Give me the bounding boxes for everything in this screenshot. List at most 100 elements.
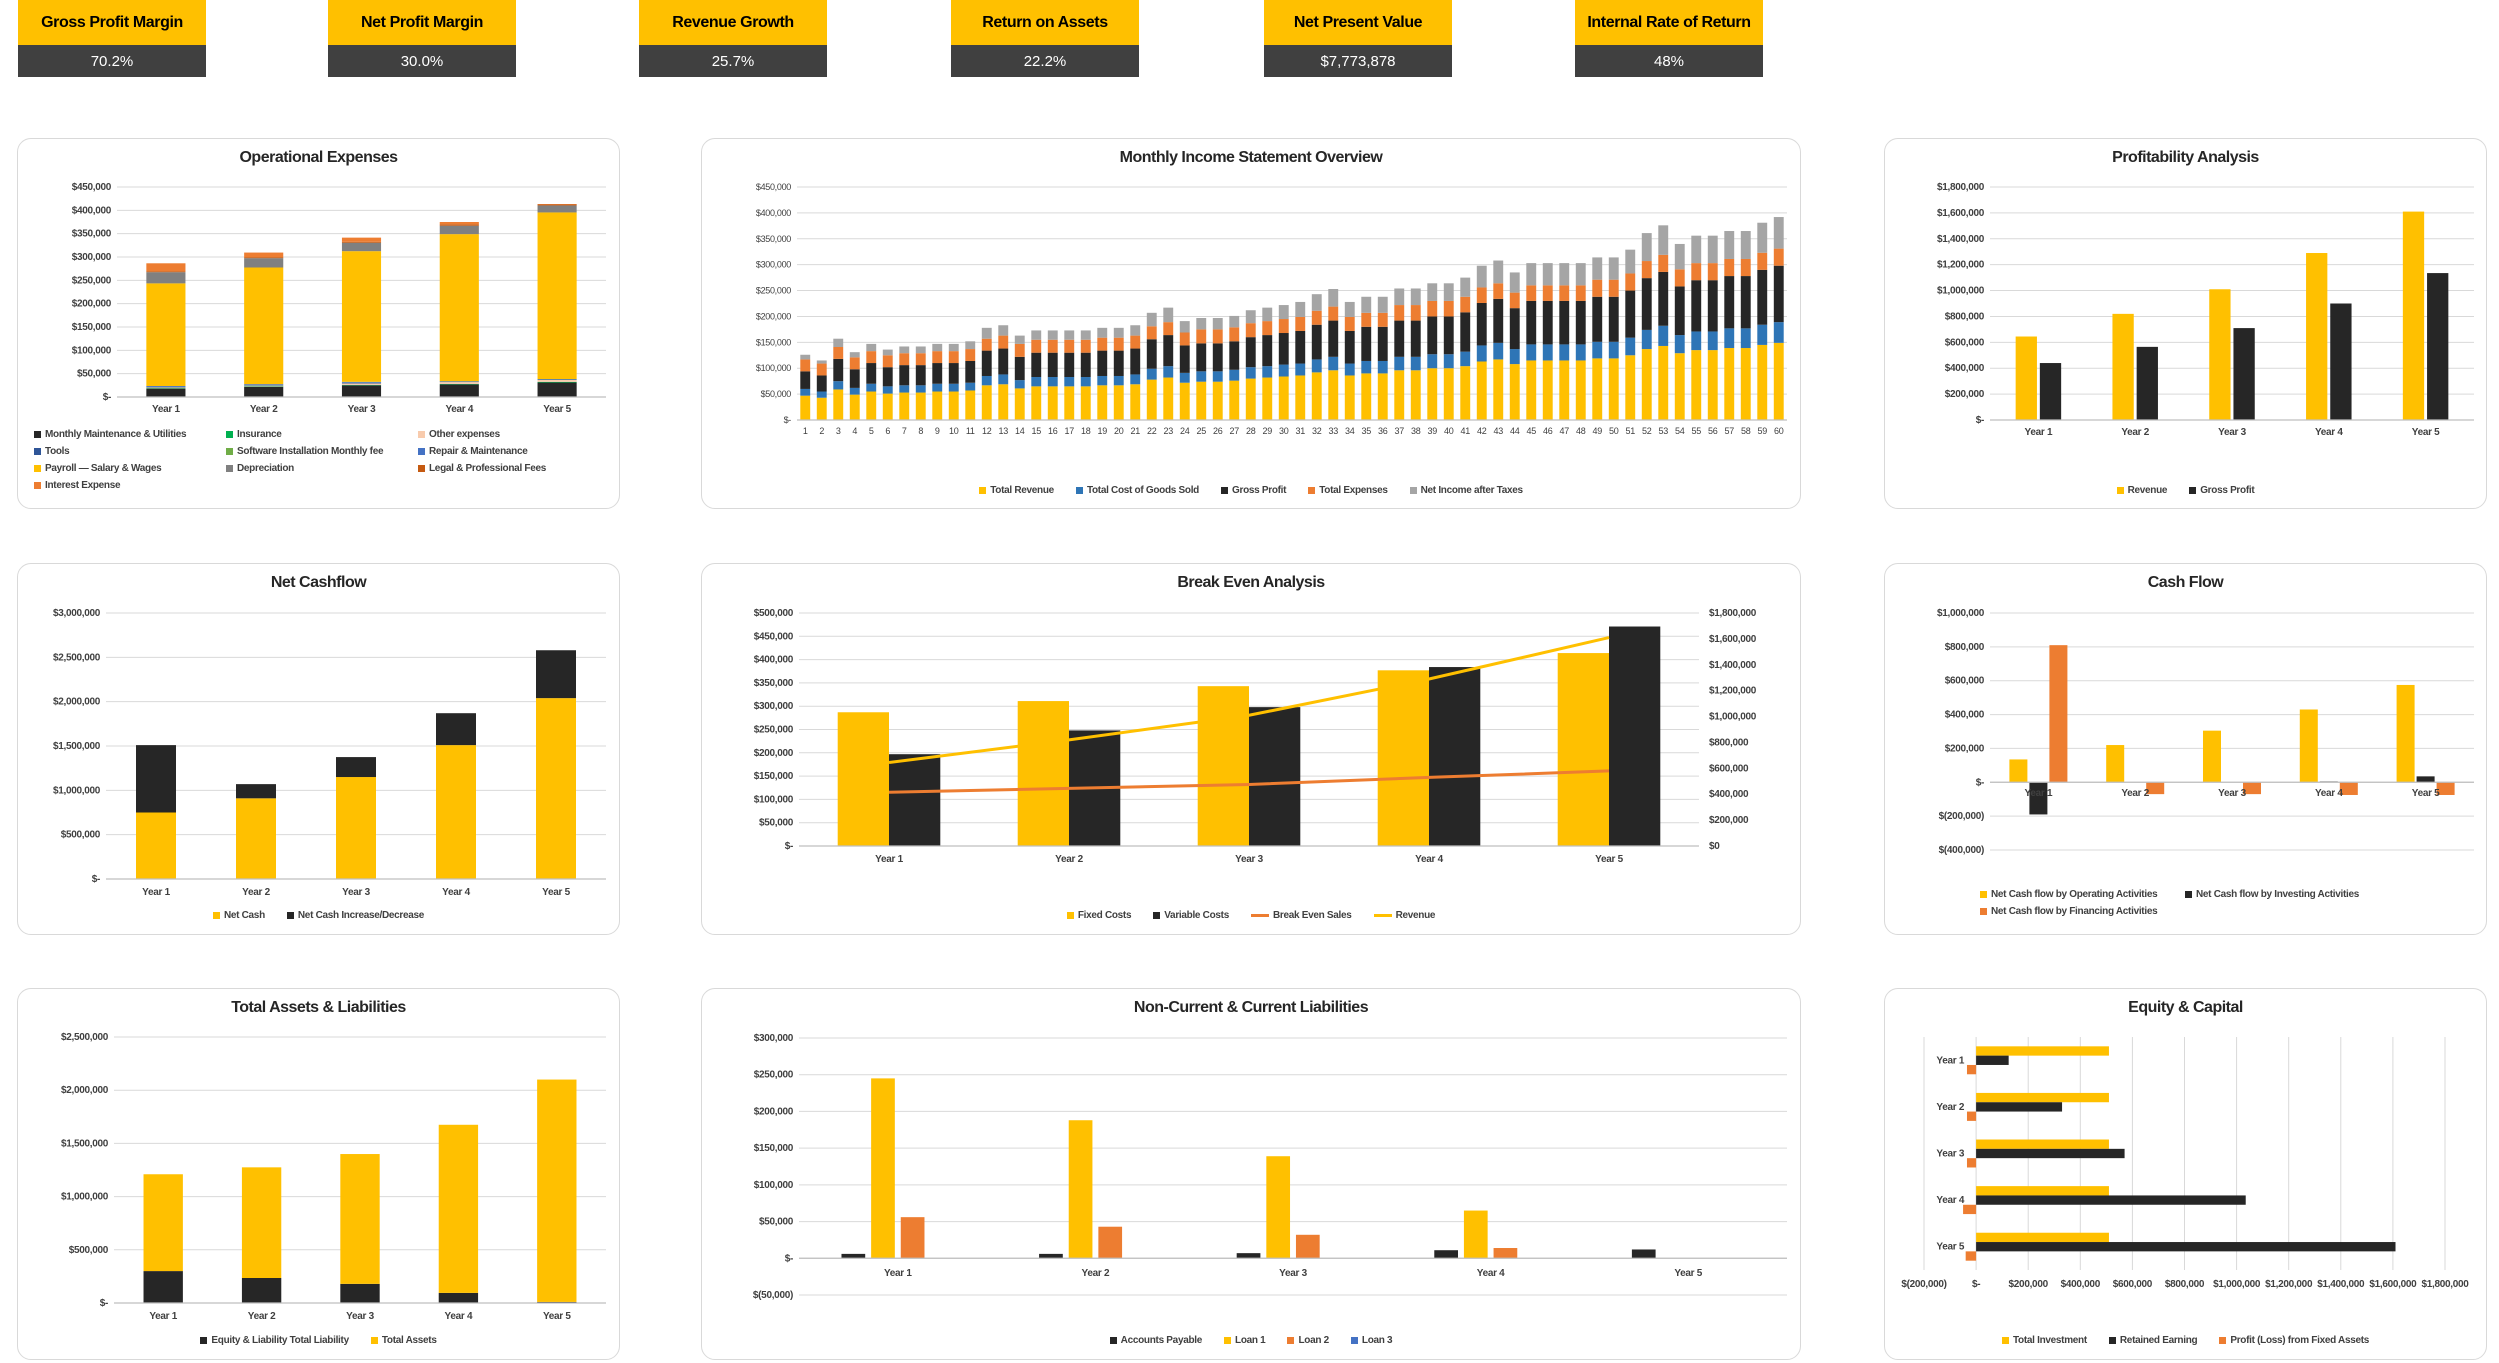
legend-swatch-icon: [34, 482, 41, 489]
legend-item[interactable]: Total Revenue: [979, 485, 1054, 496]
bar: [1609, 626, 1661, 846]
bar: [1976, 1092, 2109, 1103]
legend-label: Software Installation Monthly fee: [237, 446, 384, 457]
bar-segment: [146, 386, 186, 387]
legend-item[interactable]: Software Installation Monthly fee: [226, 446, 418, 457]
legend-swatch-icon: [1287, 1337, 1295, 1344]
legend-item[interactable]: Depreciation: [226, 463, 418, 474]
y-tick-label: $150,000: [754, 771, 794, 782]
legend-item[interactable]: Gross Profit: [1221, 485, 1287, 496]
y-tick-label: $600,000: [1945, 676, 1985, 687]
legend-item[interactable]: Loan 3: [1350, 1335, 1393, 1346]
legend-item[interactable]: Tools: [34, 446, 226, 457]
legend-item[interactable]: Interest Expense: [34, 480, 226, 491]
bar: [1068, 1120, 1093, 1259]
legend-item[interactable]: Monthly Maintenance & Utilities: [34, 429, 226, 440]
bar-segment: [1724, 231, 1735, 259]
legend-item[interactable]: Variable Costs: [1153, 910, 1229, 921]
x-tick-label: 55: [1692, 426, 1702, 436]
x-tick-label: Year 3: [342, 887, 370, 898]
bar-segment: [244, 252, 284, 258]
x-tick-label: 32: [1312, 426, 1322, 436]
bar-segment: [341, 241, 382, 243]
bar-segment: [1080, 339, 1091, 353]
legend-label: Loan 3: [1361, 1335, 1393, 1346]
legend-item[interactable]: Net Cash: [212, 910, 265, 921]
legend-item[interactable]: Total Assets: [370, 1335, 437, 1346]
legend-item[interactable]: Revenue: [1373, 910, 1435, 921]
bar-segment: [1658, 254, 1669, 272]
bar-segment: [1509, 308, 1520, 350]
bar-segment: [1674, 243, 1685, 270]
bar: [1493, 1248, 1518, 1259]
legend-item[interactable]: Legal & Professional Fees: [418, 463, 608, 474]
legend-item[interactable]: Insurance: [226, 429, 418, 440]
chart-cash-flow[interactable]: Cash Flow $(400,000) $(200,000) $- $200,000…: [1884, 563, 2487, 935]
bar-segment: [998, 325, 1009, 336]
legend-item[interactable]: Total Cost of Goods Sold: [1075, 485, 1199, 496]
legend-item[interactable]: Revenue: [2116, 485, 2167, 496]
chart-legend: Total Investment Retained Earning Profit (…: [1885, 1335, 2486, 1346]
legend-item[interactable]: Net Cash flow by Operating Activities: [1980, 889, 2185, 900]
x-tick-label: Year 3: [1279, 1268, 1307, 1279]
x-tick-label: $1,800,000: [2421, 1279, 2469, 1290]
chart-monthly-income-statement[interactable]: Monthly Income Statement Overview $- $50,…: [701, 138, 1801, 509]
legend-item[interactable]: Gross Profit: [2189, 485, 2255, 496]
y-tick-label: $2,000,000: [61, 1085, 109, 1096]
chart-equity-capital[interactable]: Equity & Capital $(200,000) $- $200,000 $40…: [1884, 988, 2487, 1360]
bar-segment: [1262, 321, 1273, 336]
legend-item[interactable]: Accounts Payable: [1109, 1335, 1202, 1346]
legend-item[interactable]: Loan 2: [1287, 1335, 1329, 1346]
chart-liabilities[interactable]: Non-Current & Current Liabilities $(50,0…: [701, 988, 1801, 1360]
legend-item[interactable]: Repair & Maintenance: [418, 446, 608, 457]
legend-item[interactable]: Profit (Loss) from Fixed Assets: [2219, 1335, 2369, 1346]
y2-tick-label: $800,000: [1709, 737, 1749, 748]
legend-item[interactable]: Net Cash flow by Financing Activities: [1980, 906, 2185, 917]
bar-segment: [1559, 285, 1570, 301]
chart-legend: Net Cash Net Cash Increase/Decrease: [18, 910, 619, 921]
legend-item[interactable]: Net Income after Taxes: [1409, 485, 1523, 496]
legend-item[interactable]: Fixed Costs: [1066, 910, 1132, 921]
legend-item[interactable]: Equity & Liability Total Liability: [200, 1335, 349, 1346]
legend-item[interactable]: Total Expenses: [1308, 485, 1388, 496]
x-tick-label: Year 1: [149, 1311, 177, 1322]
chart-total-assets-liabilities[interactable]: Total Assets & Liabilities $- $500,000 $1,…: [17, 988, 620, 1360]
bar-segment: [932, 351, 943, 364]
x-tick-label: 8: [918, 426, 923, 436]
bar-segment: [981, 350, 992, 376]
y-tick-label: $600,000: [1945, 337, 1985, 348]
bar-segment: [1179, 321, 1190, 333]
y-tick-label: $(50,000): [753, 1290, 793, 1301]
bar-segment: [1196, 317, 1207, 330]
legend-item[interactable]: Net Cash Increase/Decrease: [286, 910, 424, 921]
bar-segment: [1427, 316, 1438, 355]
bar-segment: [1740, 348, 1751, 420]
y-tick-label: $100,000: [72, 345, 112, 356]
legend-item[interactable]: Break Even Sales: [1250, 910, 1352, 921]
legend-item[interactable]: Other expenses: [418, 429, 608, 440]
legend-item[interactable]: Loan 1: [1224, 1335, 1266, 1346]
legend-item[interactable]: Net Cash flow by Investing Activities: [2185, 889, 2385, 900]
x-tick-label: 57: [1725, 426, 1735, 436]
bar-segment: [866, 363, 877, 384]
chart-break-even-analysis[interactable]: Break Even Analysis $- $50,000 $100,000 $15…: [701, 563, 1801, 935]
bar-segment: [1047, 352, 1058, 378]
x-tick-label: $(200,000): [1901, 1279, 1946, 1290]
legend-item[interactable]: Retained Earning: [2108, 1335, 2198, 1346]
bar-segment: [1031, 339, 1042, 353]
chart-legend: Total Revenue Total Cost of Goods Sold Gro…: [702, 485, 1800, 496]
chart-net-cashflow[interactable]: Net Cashflow $- $500,000 $1,000,000 $1,500,…: [17, 563, 620, 935]
chart-operational-expenses[interactable]: Operational Expenses $- $50,000 $100,000 $1…: [17, 138, 620, 509]
x-tick-label: 51: [1626, 426, 1636, 436]
legend-label: Equity & Liability Total Liability: [211, 1335, 349, 1346]
x-tick-label: Year 3: [2218, 788, 2246, 799]
bar: [2427, 273, 2449, 420]
legend-item[interactable]: Payroll — Salary & Wages: [34, 463, 226, 474]
legend-item[interactable]: Total Investment: [2001, 1335, 2087, 1346]
y-category-label: Year 4: [1936, 1195, 1964, 1206]
bar-segment: [833, 389, 844, 420]
x-tick-label: 13: [999, 426, 1009, 436]
bar-segment: [1113, 337, 1124, 351]
chart-profitability-analysis[interactable]: Profitability Analysis $- $200,000 $400,00…: [1884, 138, 2487, 509]
chart-title: Monthly Income Statement Overview: [1119, 149, 1383, 166]
